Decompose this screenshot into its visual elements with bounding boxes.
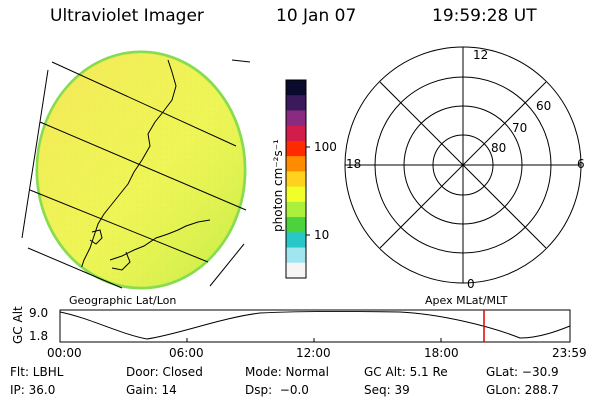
status-mode: Mode: Normal: [245, 365, 329, 379]
colorbar-cell: [286, 217, 306, 233]
mlt-label-0: 0: [467, 277, 475, 291]
status-glat: GLat: −30.9: [486, 365, 559, 379]
status-ip: IP: 36.0: [10, 383, 56, 397]
status-dsp: Dsp: −0.0: [245, 383, 309, 397]
colorbar-cell: [286, 232, 306, 249]
colorbar-cell: [286, 95, 306, 112]
mlt-label-12: 12: [473, 48, 489, 62]
timeline-ymin: 1.8: [29, 329, 49, 343]
mlt-label-6: 6: [577, 157, 585, 171]
status-glon: GLon: 288.7: [486, 383, 559, 397]
altitude-timeline: [59, 309, 571, 343]
timeline-tick-0600: 06:00: [169, 346, 204, 360]
colorbar-cell: [286, 186, 306, 203]
instrument-title: Ultraviolet Imager: [50, 6, 204, 26]
mlat-label-80: 80: [491, 141, 507, 155]
timeline-tick-1800: 18:00: [424, 346, 459, 360]
apex-caption: Apex MLat/MLT: [425, 294, 508, 307]
coastline: [79, 59, 211, 273]
date-label: 10 Jan 07: [276, 6, 357, 26]
geographic-image: [21, 50, 251, 290]
colorbar: [285, 79, 310, 279]
colorbar-label-100: 100: [314, 140, 337, 154]
colorbar-cell: [286, 262, 306, 279]
timeline-tick-0000: 00:00: [47, 346, 82, 360]
colorbar-cell: [286, 171, 306, 188]
status-door: Door: Closed: [126, 365, 203, 379]
polar-diagonal-2: [379, 81, 547, 249]
timeline-frame: [59, 309, 571, 343]
geographic-caption: Geographic Lat/Lon: [69, 294, 177, 307]
mlt-label-18: 18: [346, 157, 362, 171]
mlat-label-70: 70: [512, 121, 528, 135]
timeline-tick-1200: 12:00: [296, 346, 331, 360]
altitude-curve: [59, 310, 571, 340]
polar-plot: [344, 46, 582, 284]
aurora-disk-shading: [38, 53, 244, 287]
colorbar-cell: [286, 80, 306, 96]
colorbar-label-10: 10: [314, 228, 330, 242]
status-gc-alt: GC Alt: 5.1 Re: [364, 365, 448, 379]
geo-grid: [21, 59, 251, 289]
colorbar-cell: [286, 201, 306, 218]
colorbar-unit-label: photon cm⁻²s⁻¹: [271, 139, 285, 232]
colorbar-cell: [286, 156, 306, 172]
colorbar-cell: [286, 247, 306, 264]
status-gain: Gain: 14: [126, 383, 177, 397]
timeline-tick-2359: 23:59: [552, 346, 587, 360]
mlat-label-60: 60: [536, 99, 552, 113]
status-filter: Flt: LBHL: [10, 365, 64, 379]
status-seq: Seq: 39: [364, 383, 410, 397]
timeline-ylabel: GC Alt: [11, 306, 25, 344]
colorbar-cell: [286, 140, 306, 157]
time-label: 19:59:28 UT: [432, 6, 537, 26]
colorbar-cell: [286, 110, 306, 127]
timeline-ymax: 9.0: [29, 306, 49, 320]
colorbar-frame: [285, 79, 307, 279]
colorbar-cell: [286, 125, 306, 142]
